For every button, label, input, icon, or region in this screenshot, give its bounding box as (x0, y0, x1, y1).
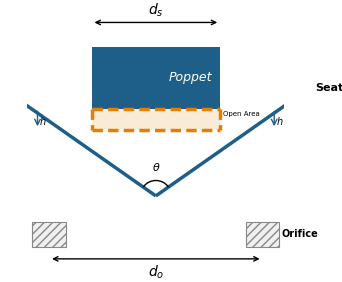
Text: $d_s$: $d_s$ (148, 1, 164, 19)
Polygon shape (92, 109, 220, 130)
Bar (246, 222, 279, 247)
Text: Poppet: Poppet (169, 71, 212, 84)
Text: h: h (40, 117, 46, 127)
Text: h: h (276, 117, 282, 127)
Text: Open Area: Open Area (223, 111, 259, 117)
Text: θ: θ (153, 163, 159, 173)
Text: Seat: Seat (315, 83, 342, 93)
Bar (32, 222, 66, 247)
Text: Orifice: Orifice (281, 230, 318, 239)
Bar (92, 47, 220, 109)
Text: $d_o$: $d_o$ (148, 264, 164, 281)
